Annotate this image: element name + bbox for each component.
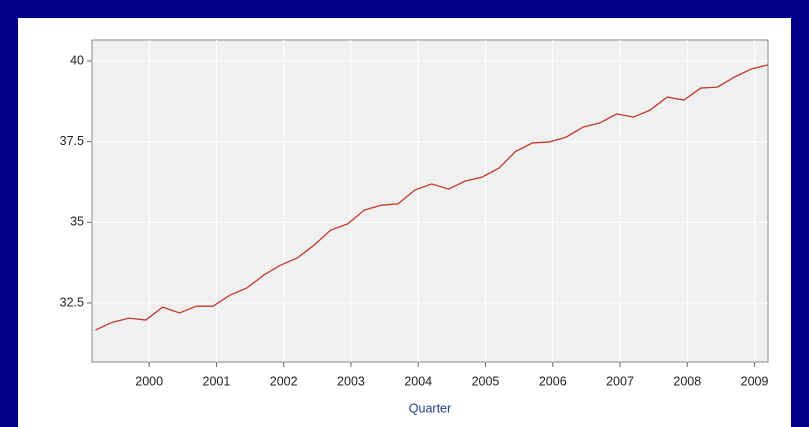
x-axis-label: Quarter [409, 401, 451, 415]
x-tick-label: 2007 [606, 374, 634, 388]
y-tick-label: 40 [70, 53, 84, 67]
y-tick-label: 37.5 [60, 134, 84, 148]
plot-area [91, 39, 769, 363]
x-tick-label: 2003 [337, 374, 365, 388]
x-tick-label: 2001 [203, 374, 231, 388]
x-tick-label: 2009 [741, 374, 769, 388]
x-tick-label: 2002 [270, 374, 298, 388]
x-tick-label: 2004 [404, 374, 432, 388]
data-line [95, 64, 769, 331]
x-tick-label: 2006 [539, 374, 567, 388]
y-tick-label: 32.5 [60, 295, 84, 309]
x-tick-label: 2000 [135, 374, 163, 388]
y-tick-label: 35 [70, 215, 84, 229]
x-tick-label: 2005 [472, 374, 500, 388]
x-tick-label: 2008 [673, 374, 701, 388]
